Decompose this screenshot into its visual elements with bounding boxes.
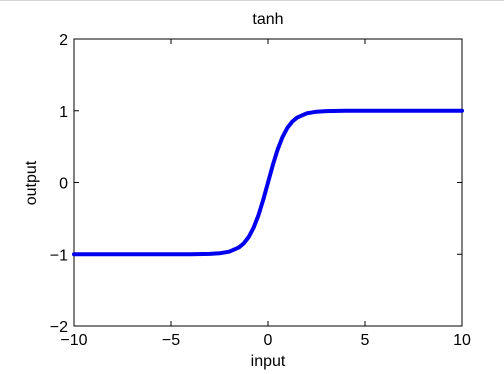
y-tick-label: −1 [50,247,68,264]
x-tick-label: 10 [453,332,471,349]
top-border [0,0,504,1]
y-tick-label: 2 [59,32,68,49]
y-tick-label: −2 [50,319,68,336]
x-tick-label: 5 [361,332,370,349]
y-axis-label: output [23,160,40,205]
y-tick-label: 0 [59,176,68,193]
x-tick-label: −5 [162,332,180,349]
x-tick-label: 0 [264,332,273,349]
chart-title: tanh [252,11,283,28]
x-tick-label: −10 [60,332,87,349]
x-axis-label: input [251,353,286,370]
tanh-series-line [72,108,464,257]
y-tick-label: 1 [59,104,68,121]
